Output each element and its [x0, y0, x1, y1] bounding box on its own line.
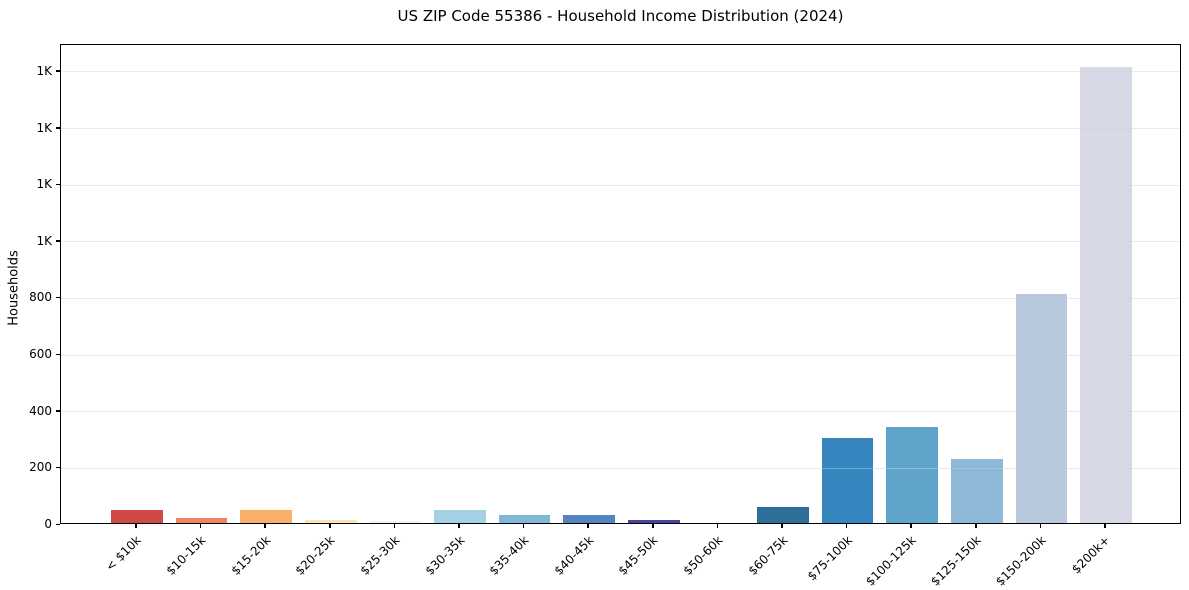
gridline [61, 354, 1180, 356]
x-tick-label-text: $40-45k [551, 533, 597, 578]
x-tick-label-text: $75-100k [804, 533, 855, 584]
x-tick-label-text: $150-200k [992, 533, 1049, 589]
x-tick-label-text: $20-25k [292, 533, 338, 578]
gridline [61, 71, 1180, 73]
gridline [61, 184, 1180, 186]
gridline [61, 128, 1180, 130]
x-tick-label-text: $45-50k [615, 533, 661, 578]
x-tick-label-text: $10-15k [163, 533, 209, 578]
y-tick-label: 200 [29, 460, 52, 475]
y-tick-label: 0 [44, 517, 52, 531]
x-tick-mark [458, 524, 460, 528]
y-tick-mark [56, 523, 60, 525]
gridline [61, 297, 1180, 299]
bar [240, 510, 293, 523]
gridline [61, 467, 1180, 469]
x-tick-label-text: $125-150k [928, 533, 984, 589]
x-tick-mark [329, 524, 331, 528]
bar [175, 517, 228, 523]
bar [498, 515, 551, 523]
x-tick-label-text: $200k+ [1069, 533, 1113, 577]
y-tick-mark [56, 240, 60, 242]
x-tick-label-text: $15-20k [228, 533, 274, 578]
y-tick-label: 1K [36, 120, 52, 135]
bar [111, 510, 163, 523]
x-tick-mark [393, 524, 396, 528]
x-tick-mark [199, 524, 202, 528]
bar [757, 507, 809, 523]
x-tick-mark [522, 524, 525, 528]
y-tick-label: 800 [29, 290, 52, 305]
x-tick-mark [1039, 524, 1042, 528]
y-tick-label: 1K [36, 63, 52, 78]
x-tick-mark [1104, 524, 1106, 528]
y-tick-mark [56, 70, 60, 72]
bar [434, 510, 486, 523]
x-tick-label-text: $100-125k [863, 533, 920, 589]
y-tick-label: 1K [36, 233, 52, 248]
chart-title: US ZIP Code 55386 - Household Income Dis… [397, 7, 844, 25]
bar [950, 459, 1003, 523]
x-tick-mark [975, 524, 977, 528]
x-tick-mark [264, 524, 266, 528]
bar [563, 514, 616, 523]
x-tick-mark [910, 524, 912, 528]
x-tick-label-text: $35-40k [486, 533, 532, 578]
bar [821, 438, 874, 523]
gridline [61, 241, 1180, 243]
y-tick-label: 400 [29, 403, 52, 418]
x-tick-label-text: $50-60k [680, 533, 726, 578]
y-tick-label: 600 [29, 347, 52, 362]
x-tick-mark [587, 524, 589, 528]
x-tick-mark [845, 524, 848, 528]
x-tick-label-text: $60-75k [745, 533, 790, 578]
bar [304, 519, 357, 523]
y-tick-label: 1K [36, 177, 52, 192]
y-tick-mark [56, 296, 60, 299]
bar [1080, 67, 1132, 523]
x-tick-mark [135, 524, 137, 528]
bar [369, 521, 422, 523]
bar [1015, 293, 1068, 523]
gridline [61, 411, 1180, 413]
x-tick-mark [781, 524, 783, 528]
bar [886, 426, 939, 523]
y-axis-label-text: Households [6, 250, 22, 326]
y-tick-mark [56, 353, 60, 356]
plot-area [60, 44, 1181, 524]
x-tick-label-text: $30-35k [422, 533, 467, 578]
y-tick-mark [56, 183, 60, 186]
y-tick-mark [56, 410, 60, 412]
y-tick-mark [56, 127, 60, 129]
bar [627, 519, 680, 523]
x-tick-label-text: < $10k [103, 533, 144, 574]
y-tick-mark [56, 466, 60, 469]
x-tick-mark [652, 524, 654, 528]
x-tick-label-text: $25-30k [357, 533, 403, 578]
x-tick-mark [716, 524, 719, 528]
